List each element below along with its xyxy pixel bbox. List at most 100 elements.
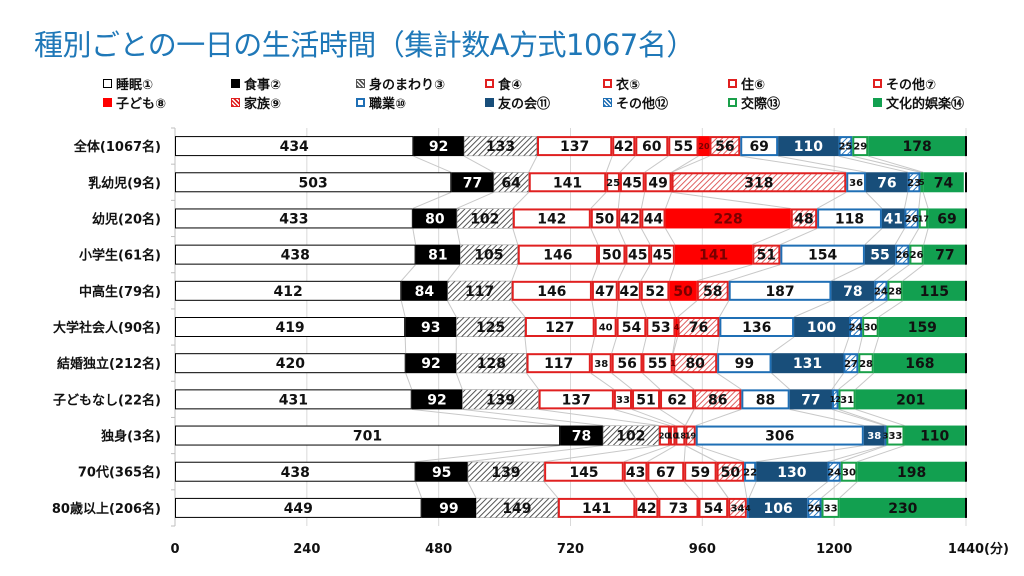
x-tick-label: 960	[689, 542, 716, 557]
bar-segment	[884, 425, 888, 446]
bar-segment	[918, 208, 929, 229]
legend-swatch-icon	[873, 79, 882, 88]
data-label: 139	[491, 465, 520, 481]
data-label: 44	[644, 211, 664, 227]
data-label: 110	[794, 139, 823, 155]
bar-segment	[456, 208, 513, 229]
data-label: 17	[918, 214, 929, 223]
bar-segment	[863, 425, 885, 446]
series-connector-line	[908, 228, 920, 245]
data-label: 69	[749, 139, 768, 155]
legend-item: 文化的娯楽⑭	[873, 93, 964, 112]
bar-segment	[460, 244, 518, 265]
data-label: 76	[689, 320, 708, 336]
series-connector-line	[623, 481, 636, 499]
bar-segment	[456, 353, 527, 374]
data-label: 84	[415, 284, 435, 300]
bar-segment	[415, 461, 468, 482]
data-label: 42	[614, 139, 633, 155]
x-tick-label: 1440	[948, 542, 984, 557]
data-label: 41	[883, 211, 902, 227]
series-connector-line	[665, 228, 676, 245]
series-connector-line	[447, 264, 461, 282]
legend-item: 食事②	[231, 74, 281, 93]
series-connector-line	[789, 408, 864, 427]
bar-segment	[625, 244, 651, 265]
series-connector-line	[838, 155, 908, 173]
series-connector-line	[412, 191, 452, 209]
legend-label: 睡眠①	[116, 78, 154, 93]
bar-segment	[612, 136, 636, 157]
series-connector-line	[752, 227, 791, 246]
series-connector-line	[716, 372, 742, 390]
bar-segment	[412, 208, 457, 229]
bar-segment	[611, 353, 643, 374]
bar-segment	[493, 172, 529, 193]
series-connector-line	[852, 155, 921, 173]
bar-segment	[623, 461, 648, 482]
series-connector-line	[918, 192, 921, 209]
x-tick-label: 0	[170, 542, 179, 557]
bar-segment	[886, 425, 905, 446]
series-connector-line	[868, 155, 924, 173]
bar-segment	[668, 136, 699, 157]
series-connector-line	[718, 300, 730, 318]
data-label: 92	[421, 356, 440, 372]
data-label: 48	[794, 211, 813, 227]
series-connector-line	[512, 228, 519, 245]
bar-segment	[536, 136, 613, 157]
bar-segment	[421, 497, 477, 518]
data-label: 56	[715, 139, 734, 155]
data-label: 22	[743, 467, 757, 478]
y-category-label: 中高生(79名)	[79, 284, 161, 300]
data-label: 38	[867, 431, 881, 442]
data-label: 28	[859, 359, 873, 370]
series-connector-line	[716, 336, 720, 354]
legend-swatch-icon	[103, 98, 112, 107]
series-connector-line	[843, 336, 850, 354]
bar-segment	[838, 136, 853, 157]
legend-swatch-icon	[356, 79, 365, 88]
bar-segment	[175, 136, 414, 157]
data-label: 73	[669, 501, 688, 517]
bar-segment	[789, 389, 832, 410]
data-label: 110	[920, 429, 949, 445]
bar-segment	[855, 389, 966, 410]
data-label: 77	[463, 175, 482, 191]
data-label: 20	[659, 431, 671, 440]
series-connector-line	[538, 408, 660, 427]
series-connector-line	[511, 300, 526, 318]
series-connector-line	[831, 264, 866, 282]
bar-segment	[175, 208, 413, 229]
legend-item: 子ども⑧	[103, 93, 166, 112]
bar-segment	[476, 497, 558, 518]
data-label: 128	[477, 356, 506, 372]
series-connector-line	[611, 336, 618, 354]
legend-item: 友の会⑪	[485, 93, 550, 112]
data-label: 58	[703, 284, 722, 300]
bar-segment	[590, 208, 619, 229]
series-connector-line	[467, 481, 477, 499]
bar-segment	[602, 425, 659, 446]
data-label: 33	[888, 431, 902, 442]
bar-segment	[864, 244, 896, 265]
legend-label: 職業⑩	[369, 97, 407, 112]
data-label: 42	[620, 284, 639, 300]
series-connector-line	[873, 336, 880, 354]
legend-item: 食④	[485, 74, 522, 93]
legend-label: 文化的娯楽⑭	[886, 97, 965, 112]
y-category-label: 70代(365名)	[78, 465, 161, 481]
bar-segment	[175, 461, 416, 482]
data-label: 42	[637, 501, 656, 517]
bar-segment	[175, 389, 412, 410]
series-connector-line	[616, 300, 619, 318]
bar-segment	[839, 497, 966, 518]
series-connector-line	[605, 155, 613, 173]
bar-segment	[684, 461, 717, 482]
bar-segment	[848, 317, 863, 337]
series-connector-line	[511, 264, 519, 281]
data-label: 412	[274, 284, 303, 300]
data-label: 60	[642, 139, 662, 155]
series-connector-line	[695, 445, 745, 463]
data-label: 198	[897, 465, 926, 481]
